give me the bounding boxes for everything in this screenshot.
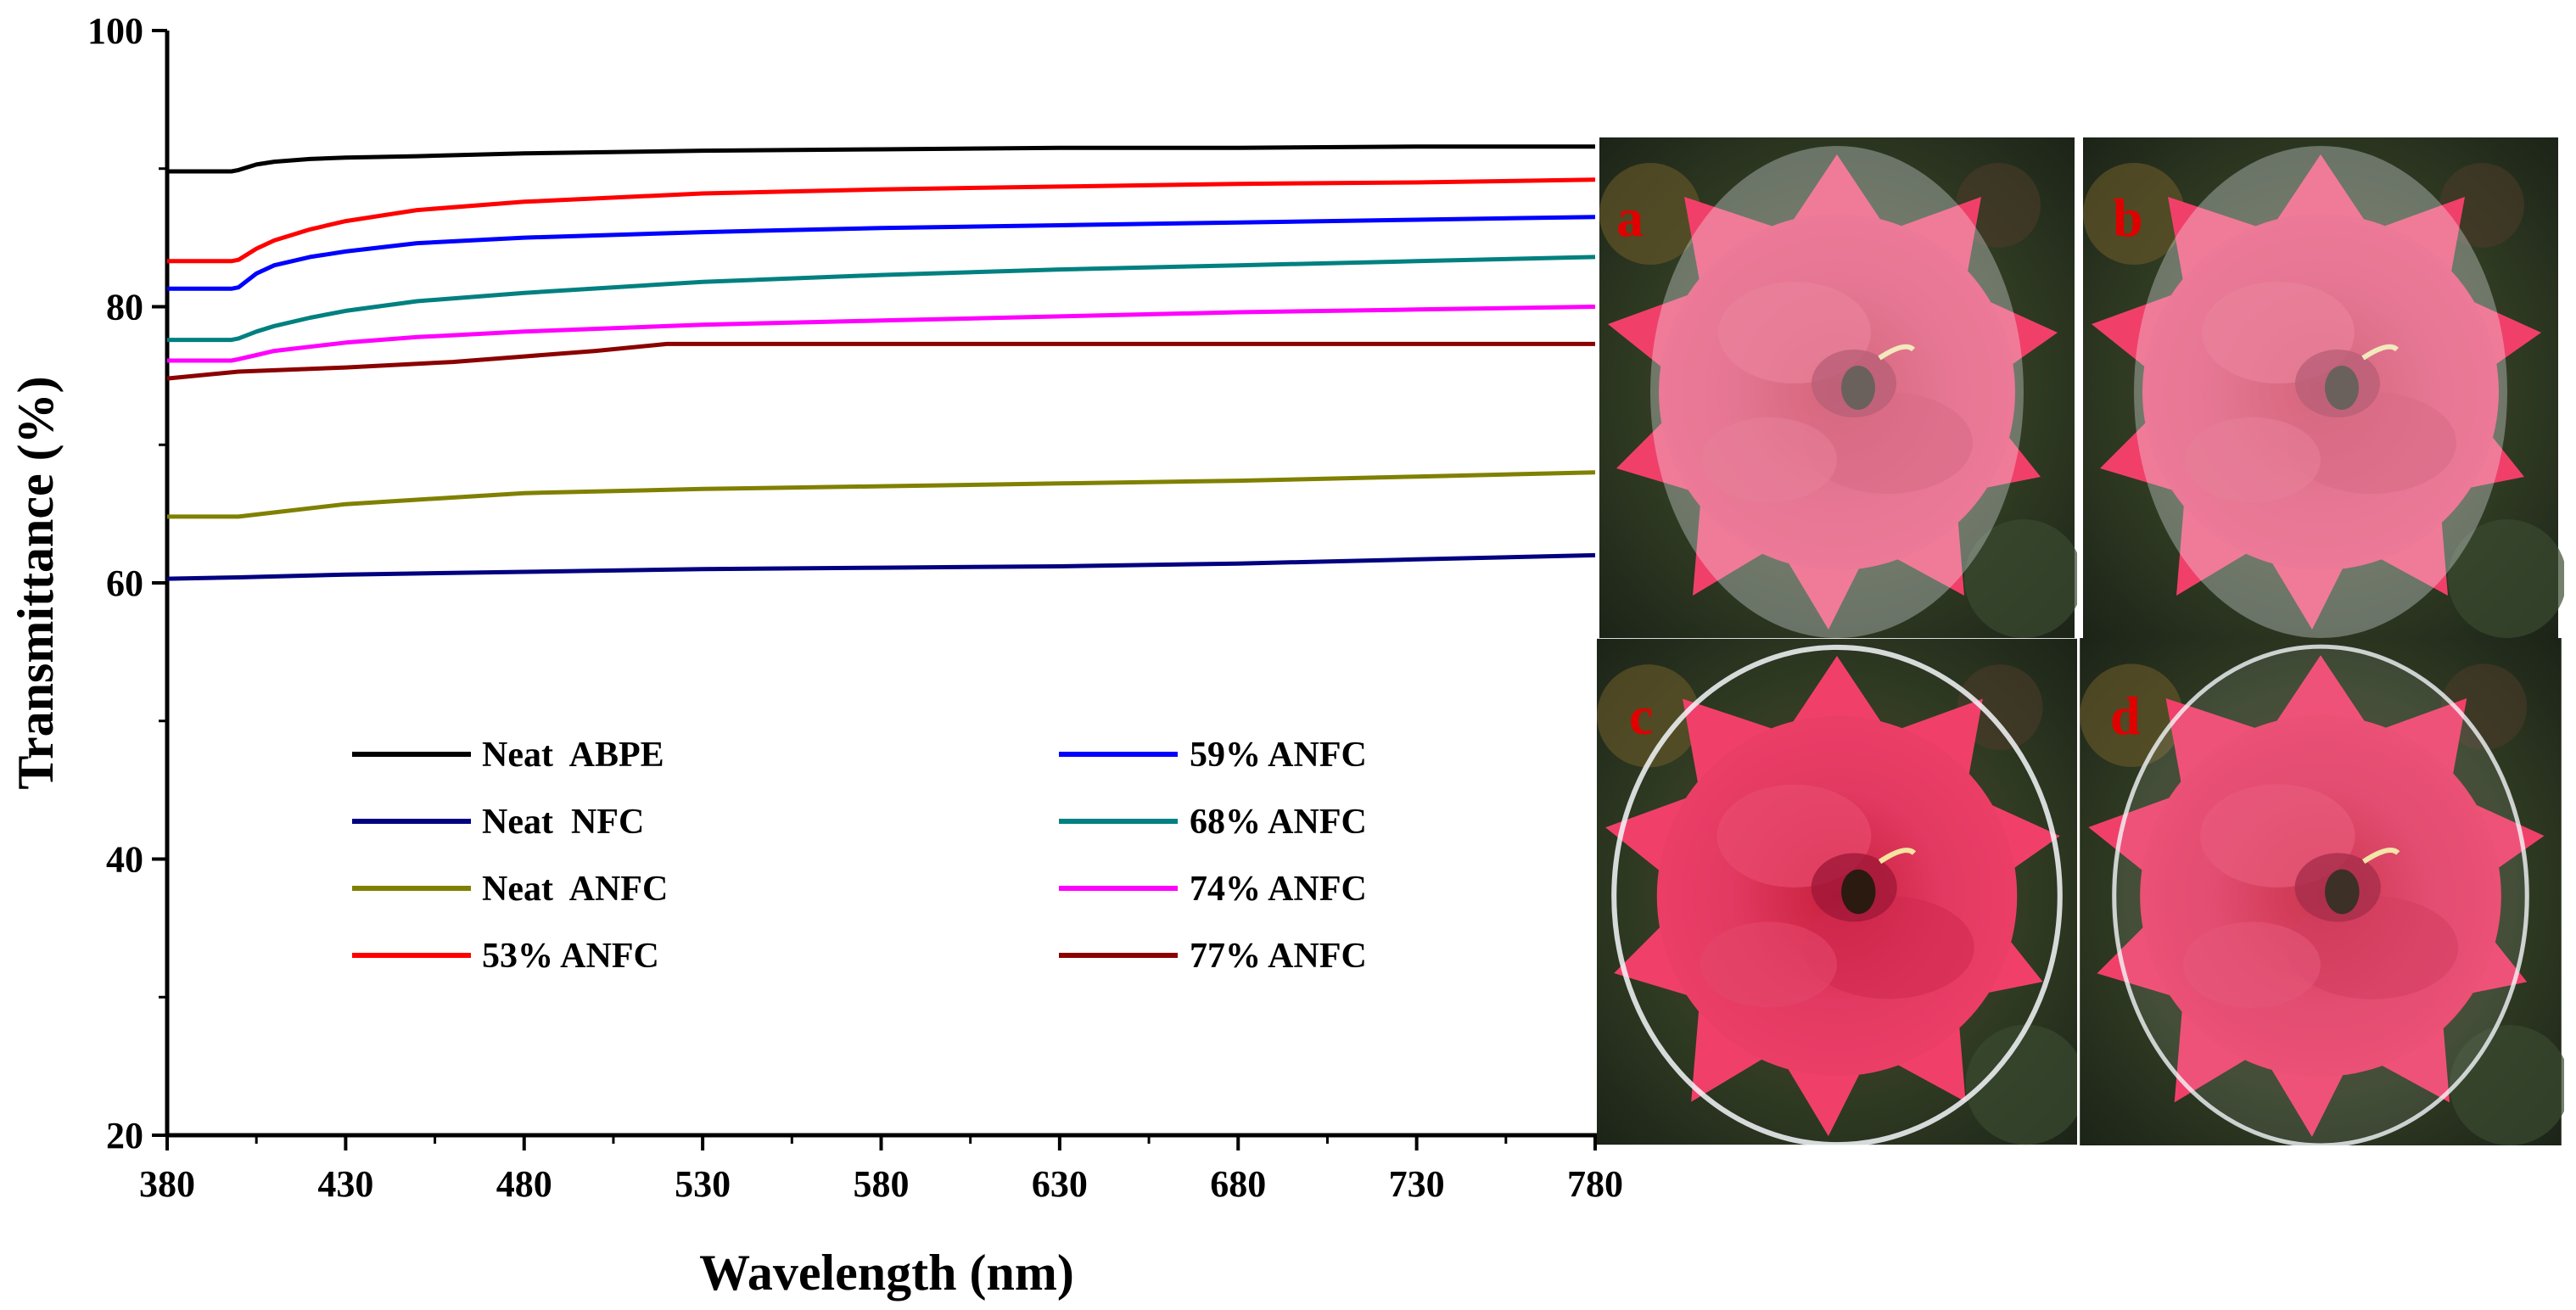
legend-item-59-anfc: 59% ANFC — [1059, 736, 1367, 775]
legend-item-77-anfc: 77% ANFC — [1059, 937, 1367, 976]
photo-panels: a b c d — [1597, 137, 2570, 1145]
legend-item-53-anfc: 53% ANFC — [352, 937, 659, 976]
series-line-neat-anfc — [167, 470, 1596, 519]
legend-label: 59% ANFC — [1190, 736, 1367, 775]
panel-label-a: a — [1616, 188, 1644, 248]
y-tick-label: 40 — [106, 839, 143, 881]
x-axis-ticks: 380 430 480 530 580 630 680 730 780 — [139, 1135, 1623, 1205]
photo-panel-b: b — [2083, 137, 2567, 638]
x-tick-label: 630 — [1032, 1163, 1088, 1205]
series-line-neat-abpe — [167, 144, 1595, 174]
x-tick-label: 530 — [675, 1163, 731, 1205]
y-tick-label: 100 — [87, 10, 143, 52]
x-tick-label: 380 — [139, 1163, 195, 1205]
legend-label: Neat ANFC — [482, 870, 668, 909]
legend-label: Neat NFC — [482, 803, 644, 842]
legend-item-68-anfc: 68% ANFC — [1059, 803, 1367, 842]
axes — [165, 31, 1604, 1138]
panel-label-b: b — [2113, 188, 2143, 248]
photo-panel-d: d — [2080, 638, 2570, 1145]
series-line-53-anfc — [167, 177, 1596, 264]
y-tick-label: 80 — [106, 287, 143, 328]
legend-label: 53% ANFC — [482, 937, 659, 976]
x-tick-label: 480 — [496, 1163, 552, 1205]
x-tick-label: 580 — [854, 1163, 910, 1205]
series-line-68-anfc — [167, 255, 1596, 343]
legend-label: 74% ANFC — [1190, 870, 1367, 909]
photo-panel-c: c — [1597, 639, 2086, 1145]
legend: Neat ABPE Neat NFC Neat ANFC 53% ANFC 59… — [352, 736, 1367, 976]
x-tick-label: 680 — [1210, 1163, 1266, 1205]
y-axis-ticks: 20 40 60 80 100 — [87, 10, 167, 1156]
y-tick-label: 60 — [106, 563, 143, 604]
legend-item-neat-anfc: Neat ANFC — [352, 870, 668, 909]
legend-label: 77% ANFC — [1190, 937, 1367, 976]
legend-label: 68% ANFC — [1190, 803, 1367, 842]
photo-panel-a: a — [1599, 137, 2083, 638]
panel-label-c: c — [1629, 686, 1653, 746]
y-tick-label: 20 — [106, 1115, 143, 1156]
series-line-77-anfc — [166, 341, 1595, 381]
x-axis-title: Wavelength (nm) — [699, 1245, 1074, 1301]
legend-item-neat-abpe: Neat ABPE — [352, 736, 664, 775]
legend-item-neat-nfc: Neat NFC — [352, 803, 644, 842]
series-lines — [166, 144, 1596, 581]
series-line-74-anfc — [167, 305, 1596, 363]
x-tick-label: 430 — [317, 1163, 373, 1205]
x-tick-label: 730 — [1389, 1163, 1445, 1205]
legend-label: Neat ABPE — [482, 736, 664, 775]
panel-label-d: d — [2110, 686, 2141, 746]
y-axis-title: Transmittance (%) — [8, 376, 64, 789]
legend-item-74-anfc: 74% ANFC — [1059, 870, 1367, 909]
series-line-neat-nfc — [166, 552, 1596, 581]
x-tick-label: 780 — [1567, 1163, 1623, 1205]
series-line-59-anfc — [167, 215, 1596, 291]
